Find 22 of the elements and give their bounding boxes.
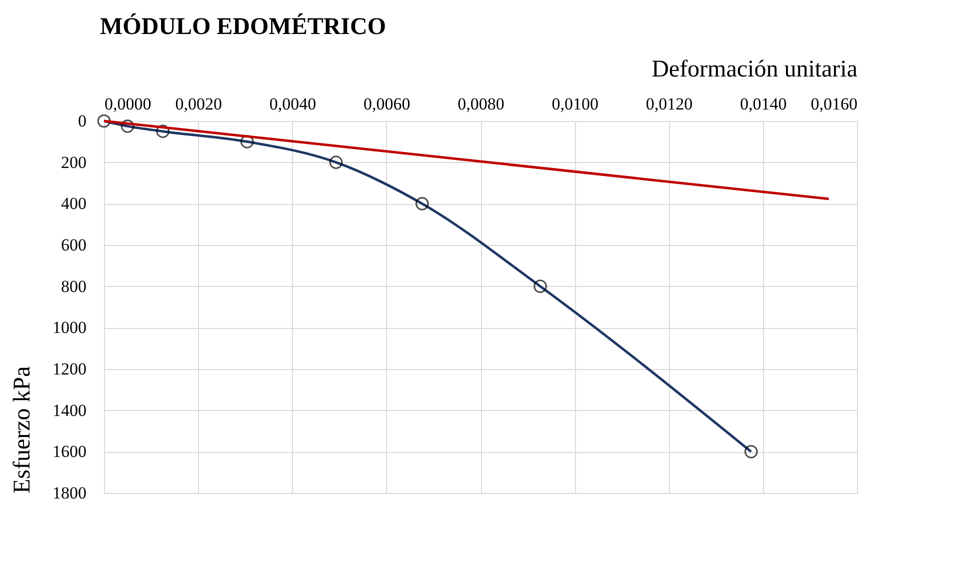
y-tick-label: 1200 [52,360,86,378]
y-tick-label: 1600 [52,442,86,462]
x-tick-label: 0,0020 [175,94,222,114]
y-tick-label: 200 [61,152,86,172]
x-axis-title: Deformación unitaria [652,56,858,82]
y-axis-title: Esfuerzo kPa [10,366,36,494]
x-tick-label: 0,0000 [104,94,152,114]
x-tick-label: 0,0100 [552,94,598,114]
x-tick-label: 0,0060 [364,94,410,114]
x-tick-label: 0,0120 [646,94,693,114]
y-tick-label: 1400 [52,400,86,420]
x-tick-label: 0,0040 [269,94,316,114]
y-tick-label: 600 [61,236,86,254]
y-tick-label: 400 [61,194,86,214]
y-tick-label: 800 [61,276,86,296]
x-tick-label: 0,0080 [458,94,504,114]
chart-title: MÓDULO EDOMÉTRICO [100,13,386,40]
x-tick-label: 0,0140 [740,94,787,114]
y-tick-label: 1800 [52,484,86,502]
y-tick-label: 1000 [52,318,86,338]
y-tick-label: 0 [78,112,86,130]
x-tick-label: 0,0160 [810,94,858,114]
